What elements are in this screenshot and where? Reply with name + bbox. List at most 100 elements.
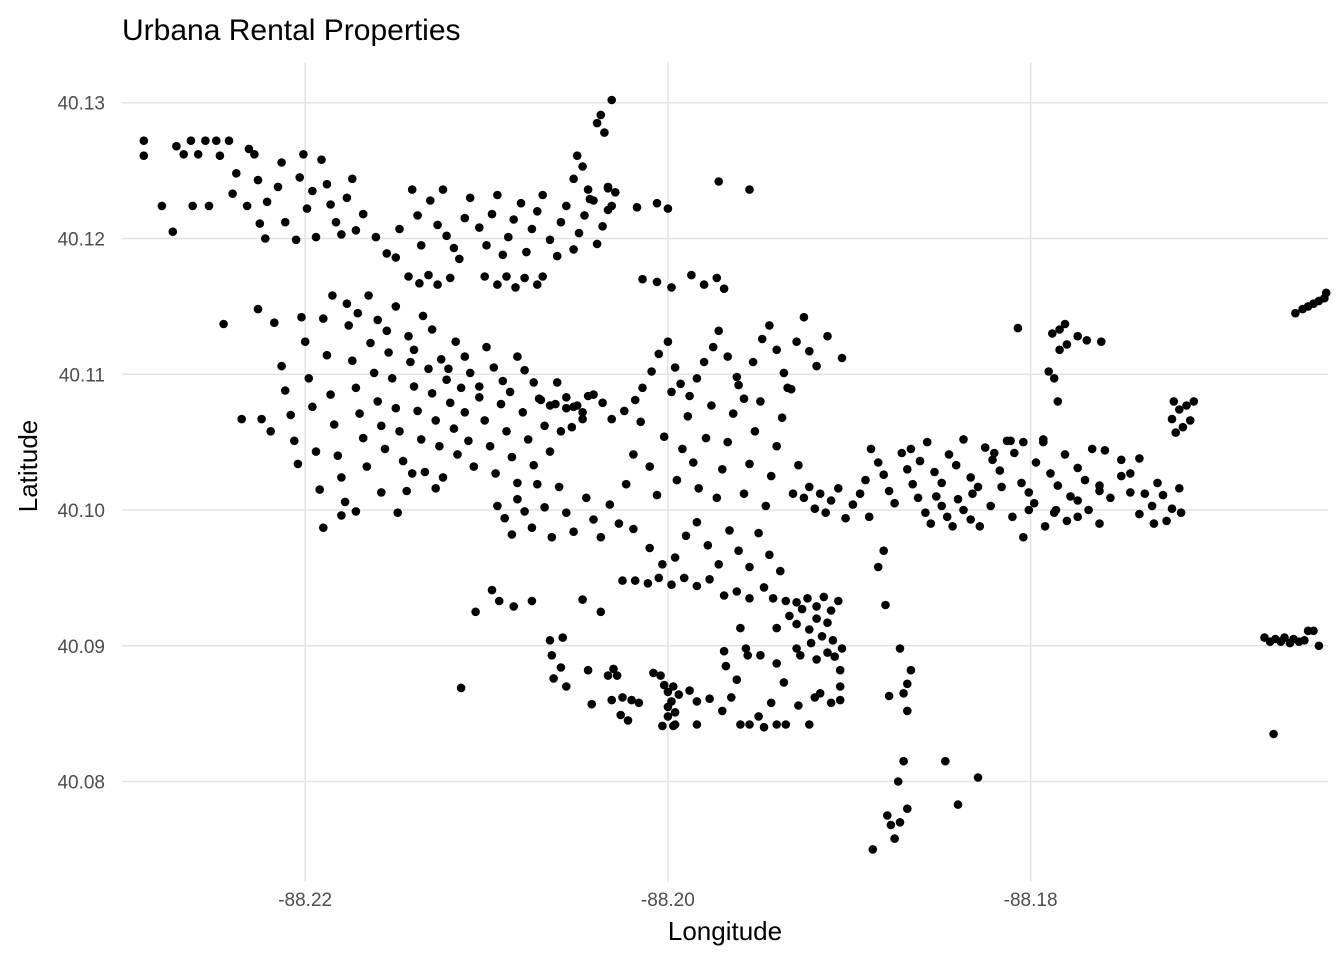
data-point bbox=[757, 334, 767, 344]
data-point bbox=[498, 376, 508, 386]
data-point bbox=[645, 543, 654, 553]
data-point bbox=[407, 469, 417, 478]
data-point bbox=[692, 374, 702, 383]
data-point bbox=[692, 581, 702, 591]
data-point bbox=[527, 523, 537, 532]
data-point bbox=[1175, 405, 1184, 414]
y-tick-label: 40.08 bbox=[57, 773, 105, 794]
data-point bbox=[475, 223, 484, 232]
data-point bbox=[511, 283, 520, 292]
data-point bbox=[1269, 729, 1278, 739]
data-point bbox=[848, 500, 858, 509]
data-point bbox=[533, 207, 542, 216]
data-point bbox=[797, 604, 807, 614]
data-point bbox=[449, 424, 459, 433]
data-point bbox=[366, 338, 375, 348]
data-point bbox=[460, 352, 470, 361]
data-point bbox=[1162, 516, 1171, 526]
data-point bbox=[823, 331, 832, 341]
data-point bbox=[326, 390, 335, 399]
data-point bbox=[520, 273, 529, 283]
data-point bbox=[703, 541, 713, 550]
data-point bbox=[725, 526, 734, 535]
data-point bbox=[719, 646, 729, 656]
data-point bbox=[670, 553, 680, 562]
data-point bbox=[311, 447, 321, 456]
data-point bbox=[513, 478, 522, 488]
data-point bbox=[672, 475, 682, 485]
data-point bbox=[556, 427, 566, 436]
data-point bbox=[915, 456, 925, 466]
data-point bbox=[304, 374, 314, 383]
data-point bbox=[654, 573, 664, 583]
data-point bbox=[614, 519, 624, 528]
data-point bbox=[212, 136, 221, 145]
data-point bbox=[739, 394, 749, 404]
data-point bbox=[513, 494, 522, 504]
data-point bbox=[754, 528, 763, 538]
data-points bbox=[139, 95, 1331, 854]
data-point bbox=[311, 232, 321, 242]
data-point bbox=[1040, 522, 1050, 531]
data-point bbox=[592, 118, 602, 128]
data-point bbox=[879, 470, 888, 480]
data-point bbox=[676, 379, 685, 389]
data-point bbox=[681, 531, 691, 541]
data-point bbox=[759, 583, 769, 592]
data-point bbox=[562, 201, 571, 211]
data-point bbox=[719, 284, 729, 294]
data-point bbox=[228, 189, 237, 198]
data-point bbox=[551, 399, 560, 409]
data-point bbox=[1300, 636, 1309, 645]
data-point bbox=[290, 436, 299, 446]
data-point bbox=[322, 179, 332, 189]
data-point bbox=[723, 352, 732, 361]
data-point bbox=[941, 756, 950, 766]
data-point bbox=[1049, 374, 1059, 383]
data-point bbox=[569, 527, 578, 536]
data-point bbox=[766, 471, 776, 481]
data-point bbox=[714, 326, 723, 336]
data-point bbox=[266, 427, 276, 436]
data-point bbox=[645, 462, 654, 471]
data-point bbox=[973, 482, 983, 492]
data-point bbox=[745, 562, 754, 572]
data-point bbox=[280, 386, 290, 395]
data-point bbox=[1055, 345, 1064, 355]
data-point bbox=[727, 693, 736, 702]
data-point bbox=[1140, 489, 1150, 499]
data-point bbox=[351, 383, 361, 393]
data-point bbox=[355, 409, 364, 418]
data-point bbox=[835, 665, 845, 675]
data-point bbox=[618, 693, 627, 702]
data-point bbox=[487, 585, 497, 595]
data-point bbox=[433, 280, 442, 289]
data-point bbox=[988, 455, 997, 465]
data-point bbox=[689, 458, 698, 467]
data-point bbox=[1031, 458, 1041, 467]
data-point bbox=[906, 665, 916, 675]
data-point bbox=[589, 196, 598, 205]
data-point bbox=[255, 219, 265, 228]
data-point bbox=[792, 619, 801, 629]
data-point bbox=[179, 150, 188, 159]
data-point bbox=[507, 452, 517, 462]
data-point bbox=[485, 441, 495, 451]
data-point bbox=[315, 485, 325, 494]
data-point bbox=[932, 492, 941, 501]
data-point bbox=[609, 664, 618, 674]
data-point bbox=[480, 272, 490, 281]
data-point bbox=[373, 397, 383, 406]
data-point bbox=[605, 500, 615, 509]
data-point bbox=[562, 403, 571, 413]
data-point bbox=[186, 136, 196, 145]
data-point bbox=[549, 674, 558, 683]
data-point bbox=[509, 215, 518, 224]
data-point bbox=[516, 198, 526, 208]
data-point bbox=[948, 522, 957, 531]
data-point bbox=[828, 636, 838, 645]
data-point bbox=[456, 383, 466, 393]
data-point bbox=[1062, 516, 1072, 526]
data-point bbox=[777, 413, 787, 423]
data-point bbox=[1314, 641, 1324, 651]
